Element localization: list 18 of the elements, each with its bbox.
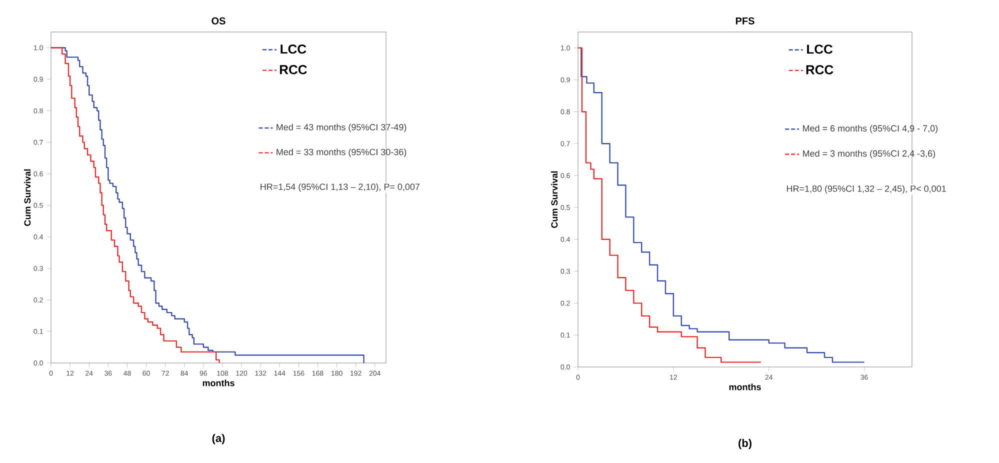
annotation: HR=1,80 (95%CI 1,32 – 2,45), P< 0,001 (787, 185, 946, 194)
annotation: Med = 33 months (95%CI 30-36) (276, 148, 406, 158)
annotation: Med = 3 months (95%CI 2,4 -3,6) (803, 150, 936, 158)
legend-label: LCC (280, 44, 306, 54)
x-axis-title: months (202, 380, 234, 386)
annotation: HR=1,54 (95%CI 1,13 – 2,10), P= 0,007 (260, 183, 420, 192)
legend-label: LCC (807, 44, 833, 54)
y-axis-title: Cum Survival (550, 171, 558, 228)
chart-title: PFS (736, 17, 754, 24)
text: (a) (212, 434, 225, 444)
chart-title: OS (212, 17, 226, 24)
y-axis-title: Cum Survival (24, 169, 31, 226)
legend-label: RCC (806, 65, 834, 74)
annotation: Med = 6 months (95%CI 4,9 - 7,0) (803, 124, 938, 134)
legend-label: RCC (280, 65, 307, 74)
x-axis-title: months (729, 384, 761, 390)
text: (b) (738, 438, 752, 450)
annotation: Med = 43 months (95%CI 37-49) (276, 124, 406, 132)
